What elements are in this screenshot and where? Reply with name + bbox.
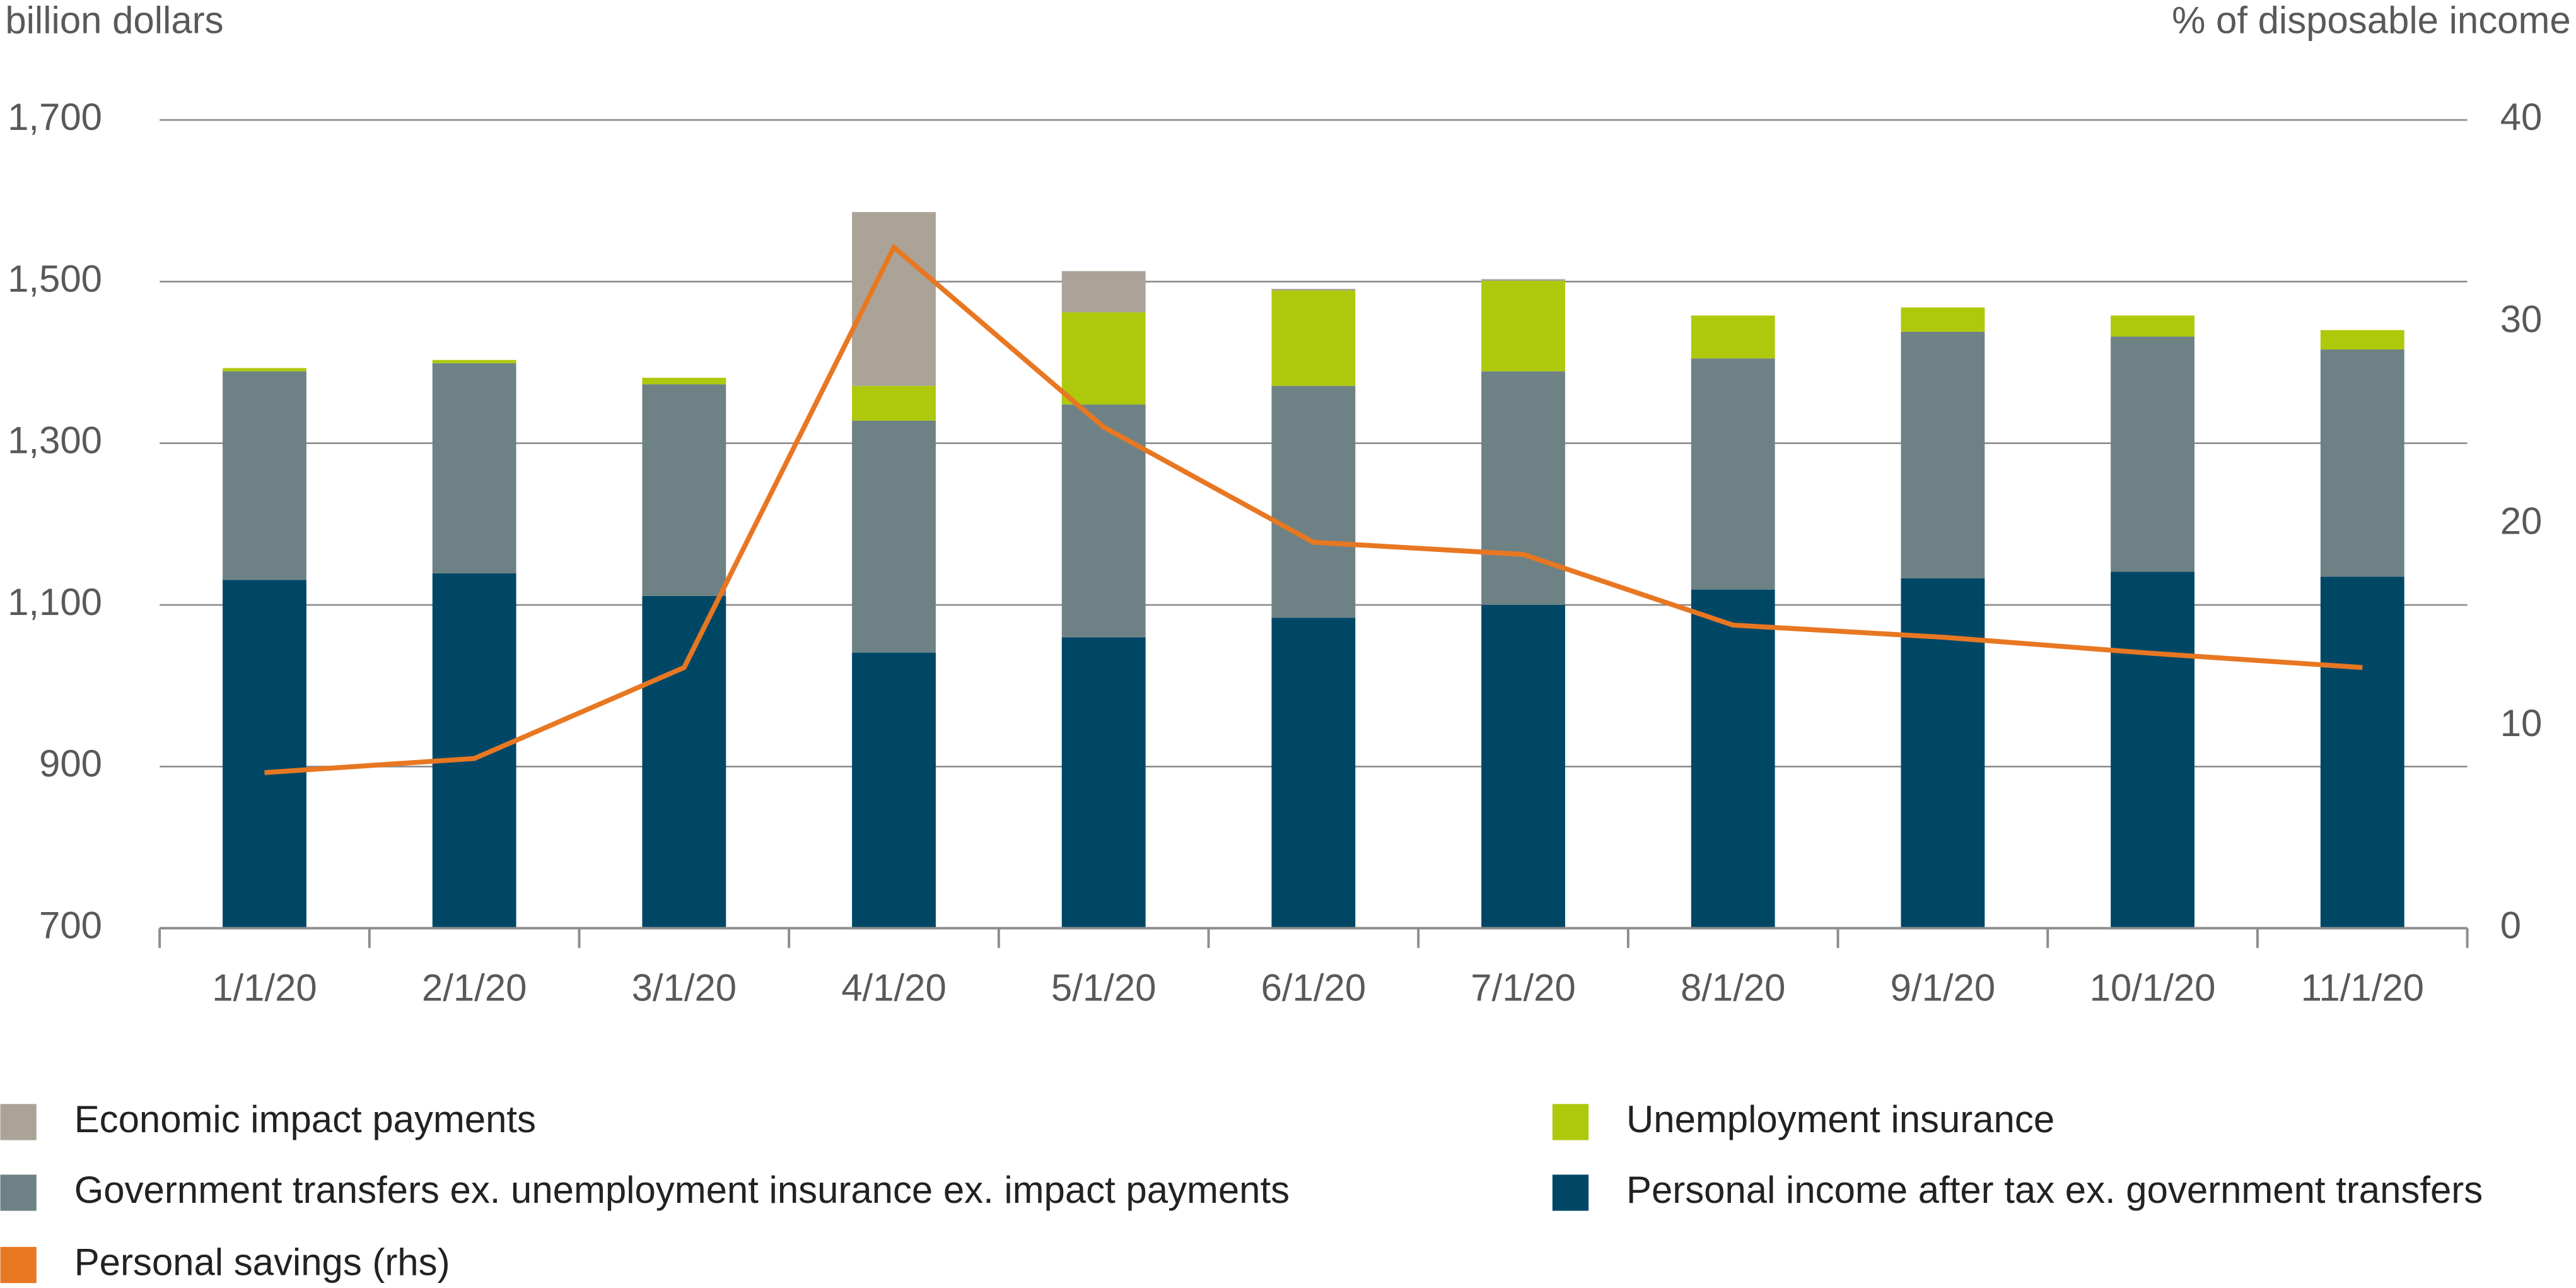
- bar-segment: [1271, 290, 1356, 386]
- bar-segment: [642, 595, 726, 928]
- y2-tick-label: 40: [2500, 96, 2543, 138]
- legend-swatch: [0, 1174, 37, 1211]
- y2-tick-label: 30: [2500, 298, 2543, 340]
- x-tick-label: 10/1/20: [2090, 966, 2216, 1009]
- bar-segment: [1481, 371, 1565, 606]
- bar-segment: [2320, 330, 2404, 350]
- legend-label: Government transfers ex. unemployment in…: [74, 1169, 1290, 1211]
- bar-segment: [1691, 589, 1775, 928]
- x-tick-label: 11/1/20: [2301, 966, 2424, 1009]
- bar-segment: [852, 652, 936, 928]
- bar-segment: [852, 385, 936, 421]
- bar-segment: [1481, 281, 1565, 372]
- x-tick-label: 8/1/20: [1681, 966, 1786, 1009]
- x-tick-label: 4/1/20: [841, 966, 947, 1009]
- bar-segment: [642, 384, 726, 596]
- bar-segment: [1691, 315, 1775, 359]
- bar-segment: [1481, 279, 1565, 281]
- x-tick-label: 5/1/20: [1051, 966, 1157, 1009]
- bar-segment: [852, 420, 936, 653]
- legend-swatch: [1552, 1104, 1589, 1140]
- bar-segment: [432, 573, 516, 928]
- bar-segment: [1061, 271, 1146, 313]
- bar-segment: [223, 371, 306, 580]
- bar-segment: [432, 363, 516, 574]
- legend-label: Personal savings (rhs): [74, 1241, 450, 1283]
- x-tick-label: 2/1/20: [422, 966, 527, 1009]
- bar-segment: [642, 377, 726, 385]
- legend-swatch: [0, 1246, 37, 1284]
- y-tick-label: 1,500: [8, 257, 102, 300]
- legend-label: Unemployment insurance: [1626, 1098, 2054, 1140]
- y-tick-label: 1,300: [8, 419, 102, 462]
- legend-swatch: [1552, 1174, 1589, 1211]
- bar-segment: [223, 368, 306, 372]
- bar-segment: [1481, 605, 1565, 928]
- bar-segment: [432, 360, 516, 363]
- bar-segment: [1901, 578, 1985, 928]
- bar-segment: [1061, 312, 1146, 405]
- bar-segment: [2111, 336, 2194, 572]
- bar-segment: [1271, 288, 1356, 291]
- y-axis-title: billion dollars: [5, 0, 223, 41]
- line-series: [264, 243, 2363, 775]
- y2-tick-label: 10: [2500, 702, 2543, 744]
- x-tick-label: 3/1/20: [632, 966, 737, 1009]
- bar-segment: [1901, 331, 1985, 578]
- bar-segment: [1271, 618, 1356, 928]
- x-tick-label: 6/1/20: [1261, 966, 1367, 1009]
- x-tick-label: 1/1/20: [212, 966, 317, 1009]
- y-tick-label: 700: [39, 904, 102, 946]
- bar-segment: [1271, 385, 1356, 618]
- x-tick-label: 7/1/20: [1471, 966, 1576, 1009]
- bar-segment: [1061, 637, 1146, 928]
- y2-tick-label: 20: [2500, 500, 2543, 542]
- legend-label: Personal income after tax ex. government…: [1626, 1169, 2483, 1211]
- legend-label: Economic impact payments: [74, 1098, 536, 1140]
- x-tick-label: 9/1/20: [1891, 966, 1996, 1009]
- legend-swatch: [0, 1104, 37, 1140]
- y-tick-label: 900: [39, 742, 102, 785]
- bar-segment: [2111, 571, 2194, 928]
- bar-segment: [1691, 358, 1775, 590]
- y2-axis-title: % of disposable income: [2172, 0, 2571, 41]
- bar-segment: [2111, 315, 2194, 337]
- bar-segment: [2320, 577, 2404, 928]
- bar-segment: [2320, 349, 2404, 577]
- bar-segment: [223, 580, 306, 928]
- bar-segment: [1901, 307, 1985, 332]
- y-tick-label: 1,100: [8, 581, 102, 623]
- bar-segment: [1061, 404, 1146, 638]
- y-tick-label: 1,700: [8, 96, 102, 138]
- y2-tick-label: 0: [2500, 904, 2521, 946]
- bar-segment: [852, 212, 936, 386]
